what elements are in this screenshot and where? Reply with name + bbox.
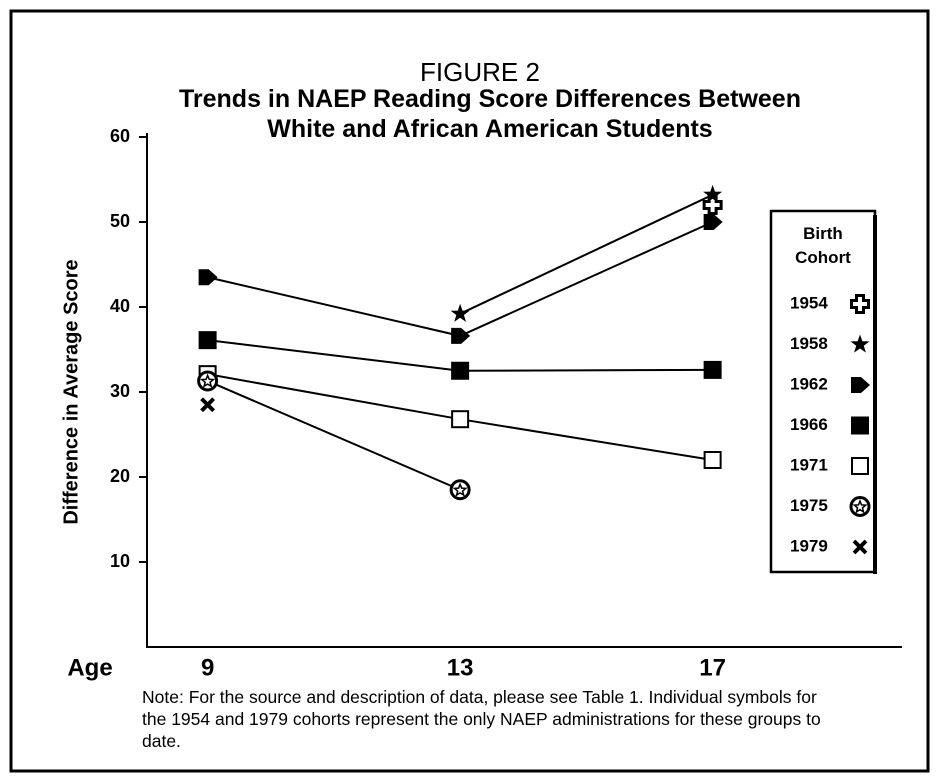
frame — [9, 9, 930, 773]
marker-shape — [703, 184, 723, 203]
marker-shape — [852, 539, 868, 555]
marker-shape — [850, 334, 870, 353]
legend-label: 1975 — [790, 496, 828, 515]
marker — [850, 334, 870, 353]
marker — [849, 496, 871, 517]
marker — [851, 377, 870, 393]
y-tick-label: 60 — [110, 126, 130, 146]
marker-shape — [703, 214, 723, 230]
marker — [451, 410, 470, 429]
note: Note: For the source and description of … — [142, 687, 821, 751]
marker-shape — [703, 360, 722, 379]
marker — [851, 416, 869, 435]
y-tick-label: 50 — [110, 211, 130, 231]
legend-label: 1971 — [790, 455, 828, 474]
marker-shape — [451, 361, 470, 380]
marker-shape — [852, 498, 868, 514]
series-line — [207, 221, 714, 337]
y-axis-label: Difference in Average Score — [60, 259, 82, 524]
legend-label: 1962 — [790, 374, 828, 393]
x-tick-label: 13 — [447, 654, 474, 681]
marker-shape — [851, 377, 870, 393]
x-tick-label: 9 — [201, 654, 214, 681]
marker — [852, 539, 868, 555]
chart-subtitle: Trends in NAEP Reading Score Differences… — [179, 85, 801, 143]
marker-shape — [851, 416, 869, 435]
y-tick-label: 30 — [110, 381, 130, 401]
x-tick-label: 17 — [699, 654, 726, 681]
marker-shape — [850, 294, 870, 314]
marker — [703, 360, 722, 379]
marker-shape — [702, 195, 723, 215]
marker — [449, 479, 471, 501]
marker — [703, 451, 722, 469]
marker-shape — [451, 327, 471, 344]
marker — [451, 327, 471, 344]
legend-label: 1979 — [790, 536, 828, 555]
series-line — [459, 193, 714, 315]
marker-shape — [200, 397, 216, 413]
marker-shape — [198, 331, 217, 350]
marker — [198, 269, 218, 286]
legend-label: 1954 — [790, 293, 828, 312]
y-tick-label: 40 — [110, 296, 130, 316]
marker-shape — [199, 373, 216, 388]
x-axis-label: Age — [67, 654, 112, 681]
marker — [450, 303, 470, 322]
marker — [200, 397, 216, 413]
marker-shape — [451, 410, 470, 429]
marker — [703, 214, 723, 230]
marker — [451, 361, 470, 380]
legend-label: 1966 — [790, 415, 828, 434]
y-tick-label: 10 — [110, 551, 130, 571]
legend-title: Birth Cohort — [795, 224, 851, 267]
legend-label: 1958 — [790, 334, 828, 353]
marker — [198, 331, 217, 350]
marker — [703, 184, 723, 203]
marker — [197, 370, 219, 392]
y-tick-label: 20 — [110, 466, 130, 486]
marker-shape — [450, 303, 470, 322]
marker — [851, 457, 869, 475]
marker — [850, 294, 870, 314]
marker-shape — [452, 482, 468, 497]
marker-shape — [198, 269, 218, 286]
marker-shape — [851, 457, 869, 475]
marker-shape — [703, 451, 722, 469]
series-line — [207, 380, 461, 491]
chart-title: FIGURE 2 — [420, 57, 540, 87]
marker — [702, 195, 723, 215]
